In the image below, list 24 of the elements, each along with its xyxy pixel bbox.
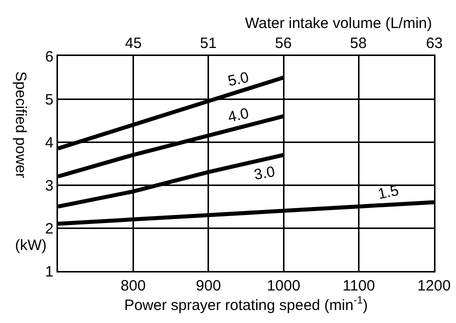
text: 56 bbox=[275, 35, 292, 52]
y-tick-label: 1 bbox=[45, 263, 54, 280]
y-tick-label: 5 bbox=[45, 91, 54, 108]
text: 58 bbox=[350, 35, 367, 52]
text: 51 bbox=[200, 35, 217, 52]
y-axis-title: Specified power bbox=[12, 71, 30, 178]
x-tick-label: 1200 bbox=[417, 278, 451, 294]
x-tick-label: 1100 bbox=[342, 278, 375, 294]
y-tick-label: 2 bbox=[45, 220, 54, 238]
x-axis-title: Power sprayer rotating speed (min$^{-1}$) bbox=[124, 294, 368, 314]
text: 1.5 bbox=[376, 182, 400, 204]
y-tick-label: 3 bbox=[45, 177, 54, 194]
text: (kW) bbox=[15, 237, 47, 254]
text: 4.0 bbox=[226, 105, 250, 126]
y-tick-label: 6 bbox=[45, 48, 54, 66]
text: 63 bbox=[426, 35, 443, 52]
x-tick-label: 900 bbox=[196, 278, 221, 294]
text: 3.0 bbox=[252, 163, 276, 184]
text: 45 bbox=[125, 35, 142, 52]
text: 5.0 bbox=[226, 69, 250, 90]
y-tick-label: 4 bbox=[45, 134, 54, 152]
x2-axis-title: Water intake volume (L/min) bbox=[245, 15, 432, 32]
x-tick-label: 800 bbox=[120, 278, 146, 294]
x-tick-label: 1000 bbox=[266, 278, 300, 294]
